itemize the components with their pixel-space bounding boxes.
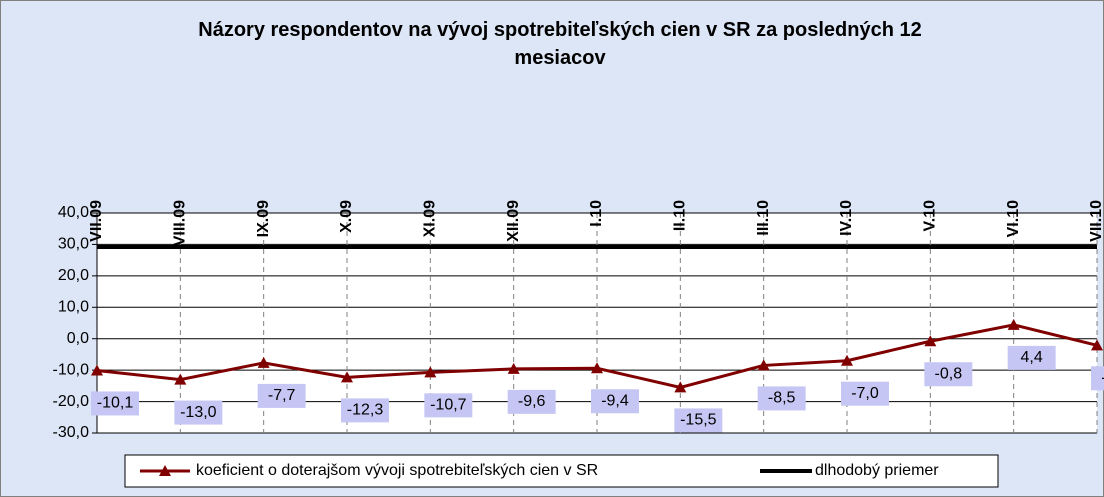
value-label-bg xyxy=(757,386,806,411)
value-label: -7,0 xyxy=(851,385,879,402)
y-tick-label: 10,0 xyxy=(58,299,89,316)
value-label-bg xyxy=(1091,366,1104,391)
value-label: -0,8 xyxy=(935,365,963,382)
chart-title: Názory respondentov na vývoj spotrebiteľ… xyxy=(198,19,922,69)
y-tick-label: 0,0 xyxy=(67,330,89,347)
marker xyxy=(841,354,853,366)
y-tick-label: 30,0 xyxy=(58,236,89,253)
value-label: -8,5 xyxy=(768,390,796,407)
value-label-bg xyxy=(174,400,223,425)
y-tick-label: 20,0 xyxy=(58,267,89,284)
x-tick-label: VI.10 xyxy=(1005,200,1022,237)
x-tick-label: IV.10 xyxy=(838,200,855,236)
y-tick-label: -30,0 xyxy=(53,424,90,441)
x-tick-label: XII.09 xyxy=(505,200,522,242)
x-tick-label: II.10 xyxy=(672,200,689,231)
value-label-bg xyxy=(841,381,889,406)
legend-label: koeficient o doterajšom vývoji spotrebit… xyxy=(196,462,598,479)
value-label-bg xyxy=(341,398,389,423)
legend-box xyxy=(124,454,999,488)
x-tick-label: X.09 xyxy=(338,200,355,233)
x-tick-label: V.10 xyxy=(922,200,939,232)
marker xyxy=(924,335,937,347)
value-label: -9,6 xyxy=(518,393,546,410)
legend-marker xyxy=(159,465,171,476)
value-label-bg xyxy=(257,383,306,408)
marker xyxy=(674,381,687,393)
value-label-bg xyxy=(674,408,723,433)
value-label: -7,7 xyxy=(268,387,296,404)
value-label-bg xyxy=(591,389,639,414)
legend-label: dlhodobý priemer xyxy=(815,462,939,479)
value-label-bg xyxy=(91,391,139,416)
x-tick-label: XI.09 xyxy=(422,200,439,237)
marker xyxy=(1091,339,1103,351)
value-label: 4,4 xyxy=(1021,349,1043,366)
value-label-bg xyxy=(1007,345,1056,370)
value-label: -10,7 xyxy=(430,397,467,414)
value-label: -12,3 xyxy=(347,402,384,419)
value-label: -2,1 xyxy=(1101,370,1104,387)
marker xyxy=(174,373,187,385)
x-tick-label: IX.09 xyxy=(255,200,272,237)
value-label: -9,4 xyxy=(601,392,629,409)
marker xyxy=(757,359,770,371)
marker xyxy=(591,362,603,374)
value-label-bg xyxy=(924,362,973,387)
marker xyxy=(1007,318,1020,330)
x-tick-label: III.10 xyxy=(755,200,772,236)
y-tick-label: -10,0 xyxy=(53,361,90,378)
marker xyxy=(91,364,103,376)
marker xyxy=(341,371,353,383)
x-tick-label: I.10 xyxy=(588,200,605,227)
marker xyxy=(424,366,437,378)
x-tick-label: VII.10 xyxy=(1088,200,1104,242)
y-tick-label: -20,0 xyxy=(53,393,90,410)
value-label-bg xyxy=(424,393,473,418)
value-label: -13,0 xyxy=(180,404,217,421)
value-label-bg xyxy=(507,389,556,414)
y-tick-label: 40,0 xyxy=(58,204,89,221)
marker xyxy=(257,356,270,368)
x-tick-label: VIII.09 xyxy=(172,200,189,246)
marker xyxy=(507,362,520,374)
value-label: -15,5 xyxy=(680,412,717,429)
value-label: -10,1 xyxy=(97,395,134,412)
